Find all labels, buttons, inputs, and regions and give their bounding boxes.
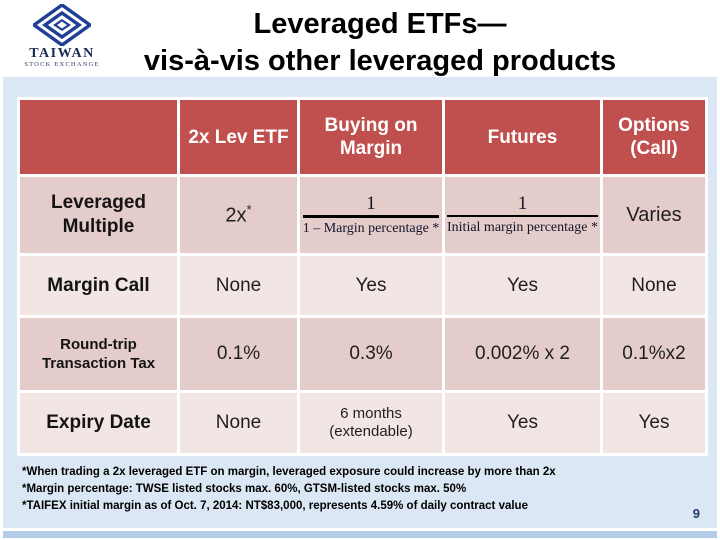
cell-leverage-margin: 1 1 – Margin percentage * (300, 177, 442, 253)
futures-leverage-fraction: 1 Initial margin percentage * (447, 194, 598, 236)
row-label-leveraged-multiple: Leveraged Multiple (20, 177, 177, 253)
twse-diamond-icon (33, 4, 91, 46)
cell-margin-call-margin: Yes (300, 256, 442, 315)
cell-expiry-futures: Yes (445, 393, 600, 453)
slide-title: Leveraged ETFs— vis-à-vis other leverage… (60, 6, 700, 80)
cell-expiry-etf: None (180, 393, 297, 453)
leverage-etf-value: 2x (225, 204, 247, 227)
table-row-transaction-tax: Round-trip Transaction Tax 0.1% 0.3% 0.0… (20, 318, 705, 390)
footnote-line-1: *When trading a 2x leveraged ETF on marg… (22, 466, 556, 478)
leverage-etf-asterisk: * (246, 202, 252, 218)
fraction-denominator: Initial margin percentage * (447, 215, 598, 236)
column-header-futures: Futures (445, 100, 600, 174)
fraction-denominator: 1 – Margin percentage * (302, 214, 440, 237)
cell-margin-call-futures: Yes (445, 256, 600, 315)
cell-leverage-options: Varies (602, 177, 705, 253)
bottom-accent-strip (3, 531, 717, 538)
cell-tax-options: 0.1%x2 (602, 318, 705, 390)
table-row-expiry-date: Expiry Date None 6 months (extendable) Y… (20, 393, 705, 453)
column-header-blank (20, 100, 177, 174)
twse-logo: TAIWAN STOCK EXCHANGE (12, 4, 112, 69)
margin-leverage-fraction: 1 1 – Margin percentage * (302, 192, 440, 237)
cell-tax-futures: 0.002% x 2 (445, 318, 600, 390)
row-label-expiry-date: Expiry Date (20, 393, 177, 453)
fraction-numerator: 1 (517, 193, 528, 214)
expiry-margin-line2: (extendable) (329, 423, 413, 440)
footnotes: *When trading a 2x leveraged ETF on marg… (22, 464, 680, 515)
logo-title: TAIWAN (29, 46, 95, 61)
cell-margin-call-etf: None (180, 256, 297, 315)
cell-leverage-etf: 2x* (180, 177, 297, 253)
fraction-numerator: 1 (366, 192, 376, 214)
page-number: 9 (692, 506, 700, 521)
row-label-transaction-tax: Round-trip Transaction Tax (20, 318, 177, 390)
slide-title-line2: vis-à-vis other leveraged products (143, 45, 617, 77)
table-row-margin-call: Margin Call None Yes Yes None (20, 256, 705, 315)
cell-leverage-futures: 1 Initial margin percentage * (445, 177, 600, 253)
cell-expiry-margin: 6 months (extendable) (300, 393, 442, 453)
cell-tax-margin: 0.3% (300, 318, 442, 390)
footnote-line-3: *TAIFEX initial margin as of Oct. 7, 201… (22, 500, 528, 512)
slide-title-line1: Leveraged ETFs— (253, 8, 507, 40)
header-row: 2x Lev ETF Buying on Margin Futures Opti… (20, 100, 705, 174)
logo-subtitle: STOCK EXCHANGE (24, 61, 100, 68)
cell-expiry-options: Yes (602, 393, 705, 453)
comparison-table: 2x Lev ETF Buying on Margin Futures Opti… (17, 97, 708, 456)
column-header-buying-on-margin: Buying on Margin (300, 100, 442, 174)
cell-margin-call-options: None (602, 256, 705, 315)
column-header-options-call: Options (Call) (602, 100, 705, 174)
footnote-line-2: *Margin percentage: TWSE listed stocks m… (22, 483, 467, 495)
expiry-margin-line1: 6 months (340, 405, 402, 422)
column-header-lev-etf: 2x Lev ETF (180, 100, 297, 174)
row-label-margin-call: Margin Call (20, 256, 177, 315)
cell-tax-etf: 0.1% (180, 318, 297, 390)
table-row-leveraged-multiple: Leveraged Multiple 2x* 1 1 – Margin perc… (20, 177, 705, 253)
